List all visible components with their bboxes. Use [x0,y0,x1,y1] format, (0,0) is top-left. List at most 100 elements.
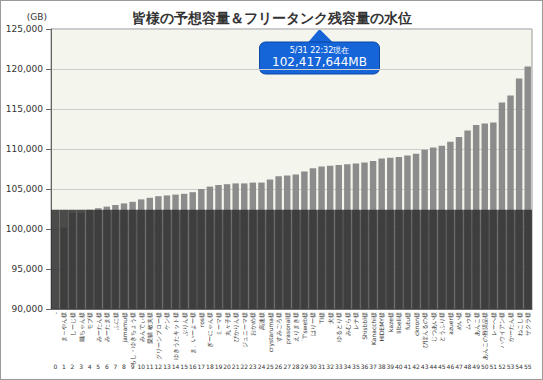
svg-text:23: 23 [249,363,257,370]
svg-text:125,000: 125,000 [6,24,43,34]
svg-text:4: 4 [88,363,92,370]
svg-text:19: 19 [215,363,223,370]
svg-text:サクラ様: サクラ様 [524,312,531,336]
svg-text:30: 30 [309,363,317,370]
svg-text:3: 3 [79,363,83,370]
svg-text:みむら様: みむら様 [344,312,351,336]
svg-text:ジュニーマ様: ジュニーマ様 [241,312,248,348]
svg-text:Kanacchi様: Kanacchi様 [370,312,377,345]
svg-text:皆様の予想容量＆フリータンク残容量の水位: 皆様の予想容量＆フリータンク残容量の水位 [132,10,412,26]
svg-text:ハウイアン様: ハウイアン様 [498,312,505,349]
svg-text:みんでぃ様: みんでぃ様 [138,312,145,342]
svg-text:じつあい様: じつあい様 [430,312,438,342]
svg-text:とうふり様: とうふり様 [438,312,446,342]
svg-text:35: 35 [352,363,360,370]
svg-text:ムゥ様: ムゥ様 [464,312,471,330]
svg-text:もし・ゆきちょう様: もし・ゆきちょう様 [129,312,137,366]
svg-text:kaze様: kaze様 [387,312,394,332]
svg-text:-: - [52,312,59,314]
svg-text:グリーンブロー様: グリーンブロー様 [155,312,162,360]
svg-text:はりー様: はりー様 [309,312,316,336]
svg-text:8: 8 [122,363,126,370]
svg-text:0: 0 [53,363,57,370]
svg-text:54: 54 [515,363,523,370]
svg-text:105,000: 105,000 [6,184,43,194]
svg-text:36: 36 [361,363,369,370]
svg-text:ゆきうたキット様: ゆきうたキット様 [172,312,180,360]
svg-text:レナ様: レナ様 [352,312,359,330]
svg-text:12: 12 [155,363,163,370]
svg-text:29: 29 [301,363,309,370]
svg-text:(GB): (GB) [27,12,47,22]
svg-text:26: 26 [275,363,283,370]
svg-text:28: 28 [292,363,300,370]
svg-text:6: 6 [105,363,109,370]
svg-text:ま～やん様: ま～やん様 [60,312,67,342]
svg-text:あんこの推奨品様: あんこの推奨品様 [481,312,489,360]
svg-text:53: 53 [507,363,515,370]
svg-text:120,000: 120,000 [6,64,43,74]
svg-text:50: 50 [481,363,489,370]
svg-text:14: 14 [172,363,180,370]
svg-text:futu様: futu様 [404,312,411,330]
svg-text:47: 47 [455,363,463,370]
svg-text:ねこし様: ねこし様 [516,312,523,336]
svg-text:22: 22 [240,363,248,370]
svg-text:41: 41 [404,363,412,370]
svg-text:46: 46 [447,363,455,370]
svg-text:cknon様: cknon様 [413,312,420,336]
svg-text:ぴかりん様: ぴかりん様 [232,312,239,342]
svg-text:115,000: 115,000 [6,104,43,114]
svg-text:2: 2 [71,363,75,370]
svg-text:ros様: ros様 [198,312,205,327]
svg-text:かーたん様: かーたん様 [507,312,514,342]
svg-text:42: 42 [412,363,420,370]
svg-text:crystaruma様: crystaruma様 [267,312,275,352]
svg-text:37: 37 [369,363,377,370]
svg-text:100,000: 100,000 [6,224,43,234]
svg-text:49: 49 [472,363,480,370]
svg-text:11: 11 [146,363,154,370]
svg-text:ぴぽんるの様: ぴぽんるの様 [421,312,428,348]
svg-text:7: 7 [114,363,118,370]
svg-text:20: 20 [223,363,231,370]
svg-text:prasonal様: prasonal様 [284,312,292,344]
svg-text:ゆるとり様: ゆるとり様 [335,312,342,342]
svg-text:TI様: TI様 [318,312,325,324]
svg-text:33: 33 [335,363,343,370]
svg-text:えりまき様: えりまき様 [292,312,300,342]
svg-text:13: 13 [163,363,171,370]
svg-text:17: 17 [197,363,205,370]
svg-text:めい様: めい様 [455,312,462,330]
svg-text:24: 24 [258,363,266,370]
svg-text:みーたま様: みーたま様 [103,312,110,342]
svg-text:45: 45 [438,363,446,370]
svg-text:52: 52 [498,363,506,370]
svg-text:すみごろ様: すみごろ様 [275,312,283,342]
svg-text:43: 43 [421,363,429,370]
svg-text:25: 25 [266,363,274,370]
svg-text:犬様: 犬様 [327,312,334,324]
svg-text:レーへ様: レーへ様 [490,312,497,336]
svg-text:5: 5 [96,363,100,370]
svg-text:ミーマ様: ミーマ様 [215,312,222,336]
svg-text:39: 39 [386,363,394,370]
svg-text:34: 34 [344,363,352,370]
svg-text:51: 51 [490,363,498,370]
svg-text:18: 18 [206,363,214,370]
svg-text:44: 44 [429,363,437,370]
svg-text:55: 55 [524,363,532,370]
svg-text:愛猫 敏夫様: 愛猫 敏夫様 [146,312,153,344]
svg-text:48: 48 [464,363,472,370]
svg-text:丸々子様: 丸々子様 [224,312,231,336]
svg-text:HIDEMY様: HIDEMY様 [378,312,385,342]
svg-text:azuer様: azuer様 [447,312,454,335]
svg-text:110,000: 110,000 [6,144,43,154]
svg-text:jamamu様: jamamu様 [121,312,129,344]
svg-text:lilbeli様: lilbeli様 [395,312,402,334]
svg-text:16: 16 [189,363,197,370]
svg-text:鐵ちゃん様: 鐵ちゃん様 [78,312,85,342]
svg-text:モブ様: モブ様 [86,312,93,330]
svg-text:27: 27 [283,363,291,370]
svg-text:21: 21 [232,363,240,370]
